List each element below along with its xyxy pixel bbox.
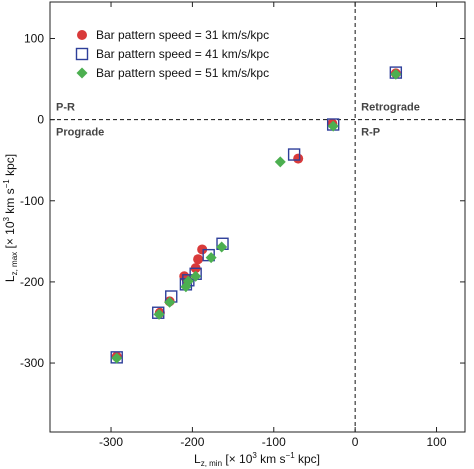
y-tick-label: -300 bbox=[20, 356, 44, 370]
x-axis-title-unit-post: kpc] bbox=[295, 452, 320, 466]
y-tick-label: 0 bbox=[37, 113, 44, 127]
legend-marker-3 bbox=[76, 67, 88, 79]
x-tick-label: 100 bbox=[427, 435, 447, 449]
legend-label-3: Bar pattern speed = 51 km/s/kpc bbox=[96, 66, 269, 80]
y-tick-label: -100 bbox=[20, 194, 44, 208]
data-point-series-3 bbox=[205, 252, 217, 264]
legend-label-1: Bar pattern speed = 31 km/s/kpc bbox=[96, 28, 269, 42]
x-tick-label: -200 bbox=[180, 435, 204, 449]
x-axis-title-unit-sup: 3 bbox=[252, 451, 257, 460]
x-axis-title-unit-pre: [× 10 bbox=[222, 452, 253, 466]
x-tick-label: -100 bbox=[262, 435, 286, 449]
data-point-series-3 bbox=[327, 120, 339, 132]
region-label: P-R bbox=[56, 102, 75, 114]
data-point-series-2 bbox=[287, 148, 301, 161]
y-axis-title: Lz, max [× 103 km s−1 kpc] bbox=[2, 154, 19, 282]
y-axis-title-sub: z, max bbox=[10, 252, 19, 276]
legend-label-2: Bar pattern speed = 41 km/s/kpc bbox=[96, 47, 269, 61]
data-point-series-3 bbox=[164, 296, 176, 308]
x-axis-title: Lz, min [× 103 km s−1 kpc] bbox=[194, 451, 320, 468]
legend-marker-1 bbox=[77, 30, 87, 40]
data-point-series-1 bbox=[293, 153, 304, 164]
data-point-series-1 bbox=[197, 244, 208, 255]
data-point-series-3 bbox=[274, 156, 286, 168]
axis-ticks bbox=[50, 2, 465, 432]
region-label: R-P bbox=[361, 127, 380, 139]
x-axis-title-sub: z, min bbox=[201, 459, 222, 468]
x-tick-label: 0 bbox=[352, 435, 359, 449]
x-axis-title-unit-mid: km s bbox=[257, 452, 286, 466]
legend-marker-2 bbox=[75, 47, 89, 61]
data-point-series-3 bbox=[216, 241, 228, 253]
data-point-series-1 bbox=[193, 254, 204, 265]
y-axis-title-main: L bbox=[3, 275, 17, 282]
x-tick-label: -300 bbox=[99, 435, 123, 449]
y-axis-title-unit-mid: km s bbox=[3, 188, 17, 217]
y-axis-title-unit-sup2: −1 bbox=[2, 179, 11, 189]
data-point-series-3 bbox=[190, 270, 202, 282]
legend: Bar pattern speed = 31 km/s/kpc Bar patte… bbox=[75, 28, 269, 80]
region-label: Prograde bbox=[56, 127, 104, 139]
data-point-series-3 bbox=[180, 281, 192, 293]
y-axis-title-unit-pre: [× 10 bbox=[3, 221, 17, 252]
region-labels: P-R Prograde Retrograde R-P bbox=[56, 102, 420, 139]
x-axis-title-main: L bbox=[194, 452, 201, 466]
data-point-series-3 bbox=[153, 308, 165, 320]
plot-frame bbox=[49, 1, 466, 433]
data-point-series-3 bbox=[111, 352, 123, 364]
zero-lines bbox=[50, 2, 465, 432]
y-axis-title-unit-post: kpc] bbox=[3, 154, 17, 179]
data-points bbox=[110, 66, 403, 364]
x-axis-title-unit-sup2: −1 bbox=[286, 451, 296, 460]
tick-labels: -300 -200 -100 0 100 100 0 -100 -200 -300 bbox=[20, 32, 447, 449]
data-point-series-3 bbox=[390, 68, 402, 80]
y-tick-label: 100 bbox=[24, 32, 44, 46]
y-axis-title-unit-sup: 3 bbox=[2, 216, 11, 221]
y-tick-label: -200 bbox=[20, 275, 44, 289]
region-label: Retrograde bbox=[361, 102, 420, 114]
